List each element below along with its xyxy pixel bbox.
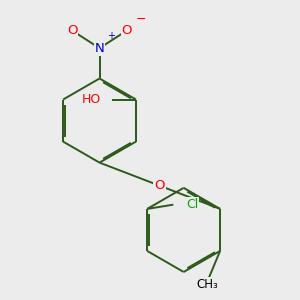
Text: O: O — [122, 24, 132, 37]
Text: HO: HO — [82, 93, 101, 106]
Text: Cl: Cl — [186, 198, 198, 211]
Text: N: N — [94, 42, 104, 55]
Text: O: O — [67, 24, 77, 37]
Text: O: O — [154, 179, 165, 192]
Text: +: + — [107, 31, 115, 41]
Text: −: − — [136, 13, 147, 26]
Text: CH₃: CH₃ — [196, 278, 218, 291]
